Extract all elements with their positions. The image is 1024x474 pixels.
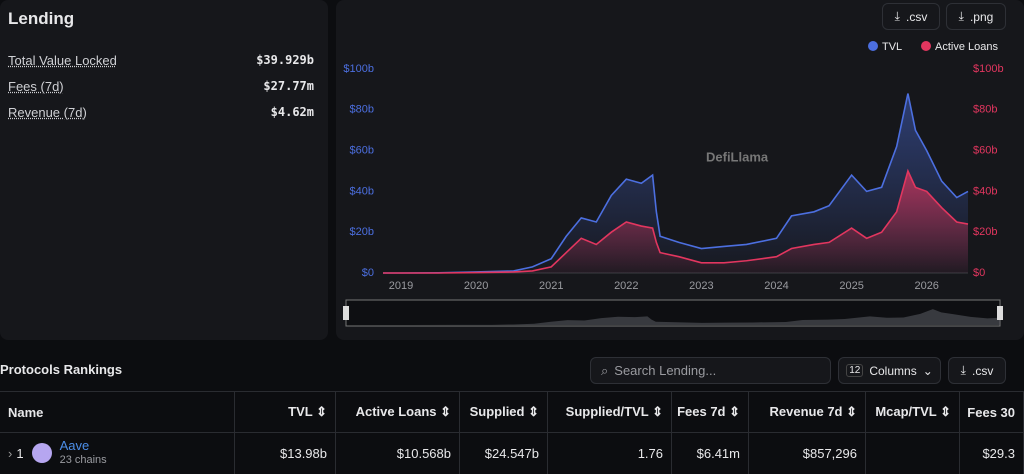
table-cell: $10.568b bbox=[336, 432, 460, 474]
x-tick-label: 2023 bbox=[689, 280, 713, 292]
y-tick-label: $60b bbox=[350, 145, 374, 157]
series-line bbox=[383, 168, 969, 274]
table-cell: $6.41m bbox=[672, 432, 749, 474]
y2-tick-label: $100b bbox=[973, 63, 1004, 75]
brush-handle[interactable] bbox=[997, 306, 1003, 320]
search-input[interactable]: ⌕ Search Lending... bbox=[590, 357, 831, 384]
legend-swatch bbox=[868, 41, 878, 51]
button-label: .png bbox=[969, 9, 994, 24]
y-tick-label: $100b bbox=[343, 63, 374, 75]
x-tick-label: 2019 bbox=[389, 280, 413, 292]
column-header[interactable]: TVL ⇕ bbox=[235, 392, 336, 432]
column-header[interactable]: Revenue 7d ⇕ bbox=[749, 392, 866, 432]
metric-label[interactable]: Total Value Locked bbox=[8, 53, 117, 68]
protocol-name[interactable]: Aave bbox=[59, 438, 90, 453]
column-header[interactable]: Name bbox=[0, 392, 235, 432]
y-tick-label: $0 bbox=[362, 267, 374, 279]
table-cell: $29.3 bbox=[960, 432, 1024, 474]
brush-handle[interactable] bbox=[343, 306, 349, 320]
title: Lending bbox=[8, 9, 75, 28]
csv-button[interactable]: ⤓ .csv bbox=[882, 3, 940, 30]
summary-card: Lending Total Value Locked $39.929b Fees … bbox=[0, 0, 328, 340]
legend-swatch bbox=[921, 41, 931, 51]
badge: 12 bbox=[846, 364, 864, 377]
column-header[interactable]: Supplied/TVL ⇕ bbox=[548, 392, 672, 432]
section-title: Protocols Rankings bbox=[0, 362, 123, 377]
watermark: DefiLlama bbox=[706, 149, 769, 164]
table-cell: 1.76 bbox=[548, 432, 672, 474]
metric: Total Value Locked $39.929b bbox=[8, 53, 314, 68]
metric-value: $4.62m bbox=[270, 105, 314, 119]
y-tick-label: $20b bbox=[350, 226, 374, 238]
legend-label: Active Loans bbox=[935, 41, 998, 53]
column-header[interactable]: Fees 7d ⇕ bbox=[672, 392, 749, 432]
y-tick-label: $80b bbox=[350, 104, 374, 116]
column-header[interactable]: Fees 30 bbox=[960, 392, 1024, 432]
legend-label: TVL bbox=[882, 41, 902, 53]
x-tick-label: 2021 bbox=[539, 280, 563, 292]
chart: DefiLlama $0 $20b $40b $60b $80b $100b $0 $20b $… bbox=[343, 41, 1004, 327]
metric-label[interactable]: Revenue (7d) bbox=[8, 105, 87, 120]
name-cell[interactable]: › 1 Aave 23 chains bbox=[0, 432, 235, 474]
y2-tick-label: $60b bbox=[973, 145, 997, 157]
x-tick-label: 2024 bbox=[764, 280, 788, 292]
column-header[interactable]: Mcap/TVL ⇕ bbox=[866, 392, 960, 432]
metric-value: $27.77m bbox=[263, 79, 314, 93]
y2-tick-label: $80b bbox=[973, 104, 997, 116]
y2-tick-label: $40b bbox=[973, 185, 997, 197]
area-fill bbox=[383, 93, 968, 273]
protocol-chains: 23 chains bbox=[59, 454, 107, 466]
x-tick-label: 2026 bbox=[914, 280, 938, 292]
placeholder: Search Lending... bbox=[614, 363, 717, 378]
y2-tick-label: $20b bbox=[973, 226, 997, 238]
table-cell: $13.98b bbox=[235, 432, 336, 474]
column-header[interactable]: Active Loans ⇕ bbox=[336, 392, 460, 432]
protocol-logo bbox=[31, 443, 52, 463]
rank: 1 bbox=[16, 445, 24, 461]
png-button[interactable]: ⤓ .png bbox=[946, 3, 1006, 30]
x-tick-label: 2020 bbox=[464, 280, 488, 292]
columns-button[interactable]: 12 Columns ⌄ bbox=[838, 357, 941, 384]
x-tick-label: 2025 bbox=[839, 280, 863, 292]
button-label: .csv bbox=[971, 363, 994, 378]
csv-button[interactable]: ⤓ .csv bbox=[948, 357, 1006, 384]
y2-tick-label: $0 bbox=[973, 267, 985, 279]
metric: Fees (7d) $27.77m bbox=[8, 79, 314, 94]
button-label: Columns bbox=[869, 363, 917, 378]
metric: Revenue (7d) $4.62m bbox=[8, 105, 314, 120]
chart-card: ⤓ .csv ⤓ .png DefiLlama $0 $20b $40b $60b $8… bbox=[336, 0, 1024, 340]
button-label: .csv bbox=[905, 9, 928, 24]
table-cell bbox=[866, 432, 960, 474]
table-header: Name TVL ⇕ Active Loans ⇕ Supplied ⇕ Supplie… bbox=[0, 391, 1024, 433]
y-tick-label: $40b bbox=[350, 185, 374, 197]
metric-value: $39.929b bbox=[256, 53, 314, 67]
brush-preview bbox=[346, 309, 1000, 325]
column-header[interactable]: Supplied ⇕ bbox=[460, 392, 548, 432]
table-cell: $24.547b bbox=[460, 432, 548, 474]
x-tick-label: 2022 bbox=[614, 280, 638, 292]
metric-label[interactable]: Fees (7d) bbox=[8, 79, 64, 94]
table-cell: $857,296 bbox=[749, 432, 866, 474]
table-row[interactable]: › 1 Aave 23 chains $13.98b $10.568b $24.547b 1.… bbox=[0, 432, 1024, 474]
series-line bbox=[383, 93, 969, 274]
area-fill bbox=[383, 171, 968, 273]
protocol[interactable]: Aave 23 chains bbox=[60, 438, 107, 468]
